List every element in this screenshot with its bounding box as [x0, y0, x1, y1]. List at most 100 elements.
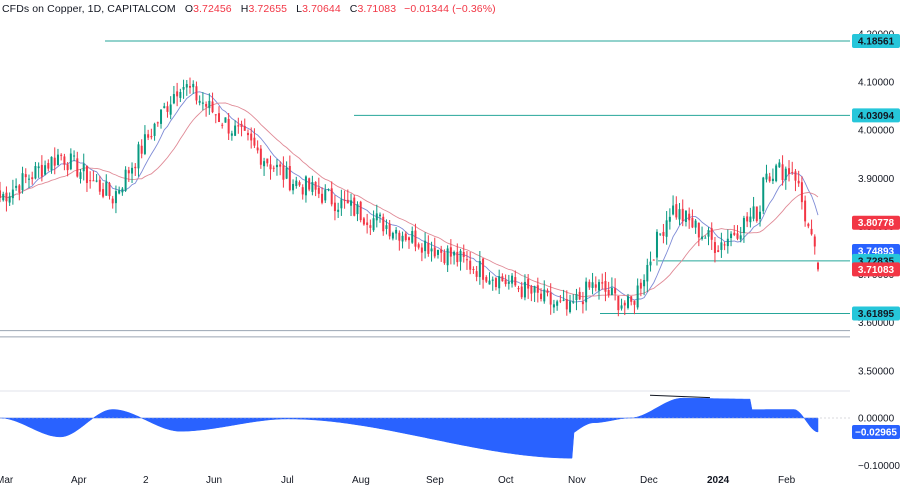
candle-body [424, 240, 427, 252]
candle-body [11, 189, 14, 199]
candle-body [639, 282, 642, 289]
candle-body [340, 199, 343, 209]
candle-body [47, 162, 50, 169]
candle-body [488, 280, 491, 285]
candle-body [31, 177, 34, 180]
candle-body [382, 216, 385, 232]
candle-body [465, 259, 468, 261]
time-label: Jul [281, 475, 294, 486]
oscillator-badge [852, 425, 900, 440]
candle-body [675, 204, 678, 218]
candle-body [362, 218, 365, 225]
candle-body [549, 292, 552, 305]
time-label: 2024 [707, 475, 730, 486]
candle-body [292, 184, 295, 191]
candle-body [610, 287, 613, 296]
candle-body [395, 229, 398, 234]
candle-body [771, 178, 774, 182]
price-badge-label: 3.80778 [858, 218, 895, 229]
candle-body [230, 133, 233, 136]
candle-body [414, 230, 417, 247]
candle-body [156, 122, 159, 124]
candle-body [37, 166, 40, 169]
candle-body [765, 173, 768, 180]
candle-body [21, 173, 24, 191]
candle-body [726, 238, 729, 247]
candle-body [391, 232, 394, 239]
candle-body [366, 222, 369, 226]
candle-body [82, 163, 85, 172]
candle-body [420, 247, 423, 253]
candle-body [324, 189, 327, 201]
price-tick: 4.10000 [858, 78, 895, 89]
candle-body [546, 290, 549, 293]
candle-body [150, 136, 153, 138]
candle-body [494, 278, 497, 288]
candle-body [372, 218, 375, 231]
candle-body [749, 216, 752, 223]
price-badge [852, 33, 900, 48]
oscillator-badge-label: −0.02965 [855, 428, 897, 439]
time-label: Nov [568, 475, 586, 486]
candle-body [353, 197, 356, 216]
candle-body [578, 291, 581, 300]
candle-body [511, 275, 514, 284]
time-label: Aug [352, 475, 370, 486]
candle-body [655, 231, 658, 258]
candle-body [227, 118, 230, 134]
candle-body [623, 302, 626, 306]
candle-body [411, 230, 414, 243]
candle-body [684, 210, 687, 223]
candle-body [5, 192, 8, 202]
candle-body [527, 279, 530, 289]
candle-body [98, 179, 101, 192]
candle-body [462, 251, 465, 257]
candle-body [691, 217, 694, 228]
candle-body [443, 252, 446, 264]
ma-fast-line [0, 91, 819, 303]
candle-body [131, 167, 134, 174]
candle-body [681, 208, 684, 222]
candle-body [588, 281, 591, 288]
candle-body [810, 228, 813, 235]
time-label: Apr [71, 475, 87, 486]
candle-body [385, 225, 388, 229]
candle-body [211, 101, 214, 113]
candle-body [436, 249, 439, 255]
candle-body [778, 162, 781, 168]
candle-body [147, 134, 150, 138]
candle-body [201, 102, 204, 104]
candle-body [285, 167, 288, 179]
candle-body [710, 228, 713, 240]
candle-body [533, 286, 536, 293]
candle-body [446, 248, 449, 266]
time-label: Oct [498, 475, 514, 486]
candle-body [668, 216, 671, 222]
divergence-line [649, 394, 711, 399]
osc-tick: −0.10000 [858, 461, 900, 472]
high-label: H [240, 3, 249, 15]
candle-body [259, 148, 262, 165]
candle-body [192, 83, 195, 88]
candle-body [327, 189, 330, 191]
instrument-title: CFDs on Copper, 1D, CAPITALCOM [2, 3, 176, 15]
time-label: 2 [143, 475, 149, 486]
candle-body [427, 243, 430, 254]
candle-body [272, 167, 275, 169]
candle-body [263, 161, 266, 167]
change-value: −0.01344 (−0.36%) [404, 3, 496, 15]
candle-body [704, 237, 707, 239]
candle-body [459, 250, 462, 262]
candle-body [817, 262, 819, 270]
candle-body [288, 166, 291, 191]
candle-body [40, 164, 43, 177]
candle-body [85, 165, 88, 184]
candle-body [359, 201, 362, 221]
candle-body [169, 104, 172, 115]
candle-body [160, 109, 163, 124]
candle-body [804, 200, 807, 222]
candle-body [243, 126, 246, 131]
candle-body [343, 199, 346, 202]
candle-body [124, 169, 127, 191]
